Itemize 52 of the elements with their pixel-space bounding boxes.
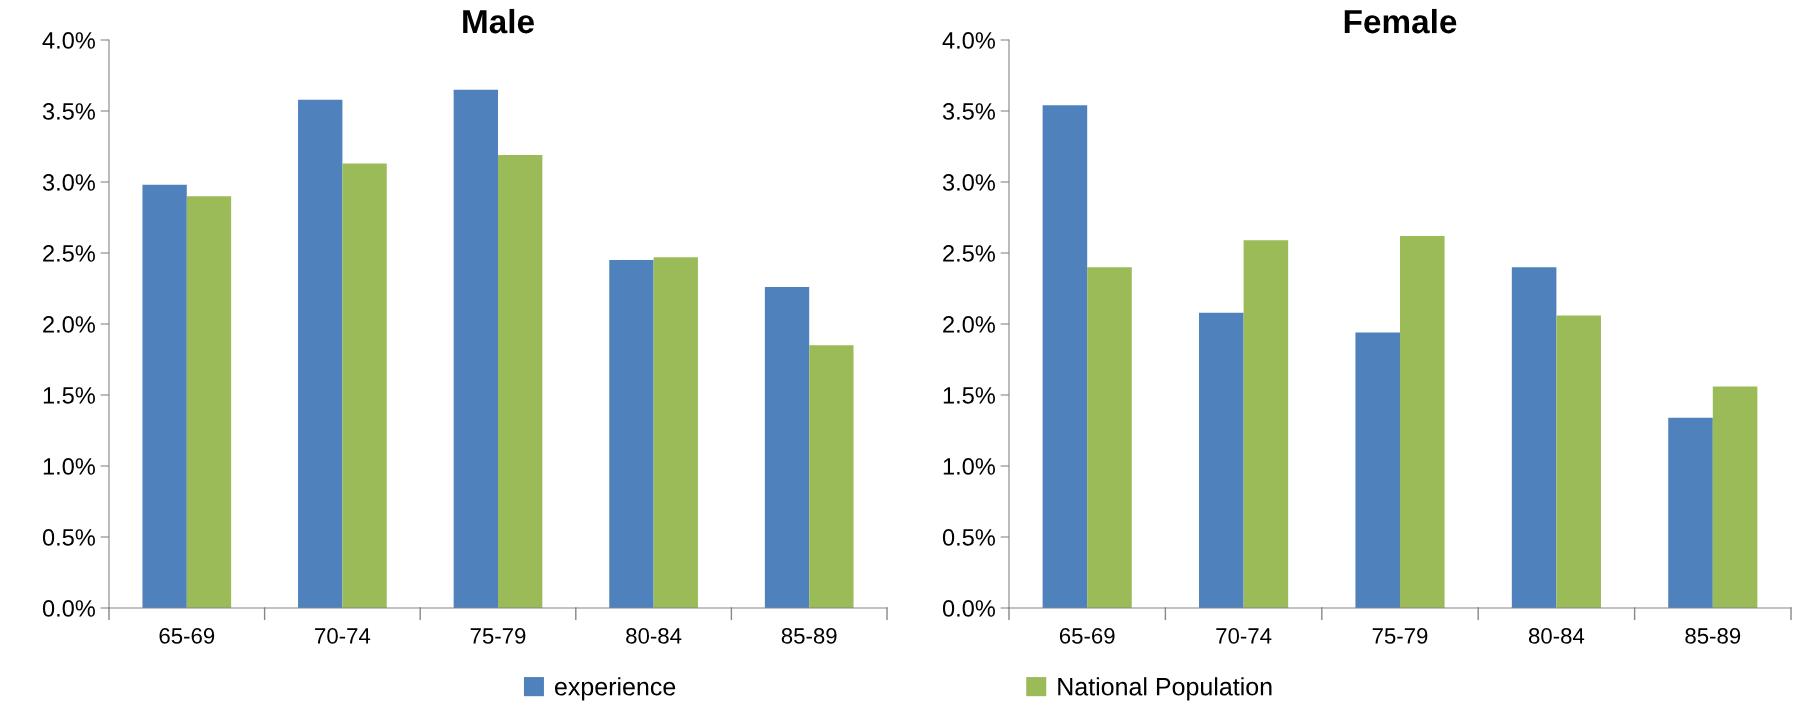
- x-tick-label: 85-89: [781, 628, 837, 644]
- bar: [1556, 315, 1601, 608]
- bar: [1042, 105, 1088, 608]
- y-tick-label: 1.0%: [943, 458, 995, 475]
- y-tick-label: 2.5%: [943, 245, 995, 262]
- x-tick-label: 75-79: [1372, 628, 1428, 644]
- bar: [1400, 235, 1445, 608]
- y-tick-label: 3.5%: [42, 103, 95, 120]
- y-tick-label: 2.0%: [43, 316, 95, 333]
- bar: [1668, 417, 1713, 608]
- bar: [186, 196, 232, 608]
- y-tick-label: 4.0%: [942, 32, 995, 49]
- x-tick-label: 70-74: [1216, 628, 1272, 644]
- y-tick-label: 0.0%: [942, 600, 995, 617]
- x-tick-label: 85-89: [1685, 628, 1741, 644]
- x-tick-label: 75-79: [470, 628, 526, 644]
- bar: [1712, 386, 1758, 608]
- y-tick-label: 0.0%: [42, 600, 95, 617]
- bar: [142, 184, 187, 608]
- y-tick-label: 1.5%: [43, 387, 95, 404]
- bar: [298, 99, 343, 608]
- x-tick-label: 80-84: [1528, 628, 1585, 644]
- chart-title: Female: [1344, 8, 1457, 34]
- legend-label: National Population: [1058, 677, 1272, 701]
- bar: [653, 257, 698, 608]
- y-tick-label: 2.5%: [43, 245, 95, 262]
- bar: [809, 345, 854, 608]
- bar: [453, 89, 498, 608]
- bar: [1243, 240, 1289, 608]
- chart-title: Male: [463, 8, 534, 34]
- y-tick-label: 0.5%: [942, 529, 995, 546]
- y-tick-label: 3.0%: [942, 174, 995, 191]
- bar: [764, 287, 810, 608]
- y-tick-label: 3.5%: [942, 103, 995, 120]
- bar: [498, 155, 543, 608]
- bar: [1199, 312, 1244, 608]
- y-tick-label: 1.0%: [43, 458, 95, 475]
- y-tick-label: 0.5%: [42, 529, 95, 546]
- y-tick-label: 3.0%: [42, 174, 95, 191]
- legend-label: experience: [555, 677, 676, 701]
- x-tick-label: 65-69: [159, 628, 215, 644]
- x-tick-label: 80-84: [626, 628, 682, 644]
- y-tick-label: 4.0%: [42, 32, 95, 49]
- bar: [342, 163, 387, 608]
- x-tick-label: 65-69: [1059, 628, 1115, 644]
- bar: [1511, 267, 1557, 608]
- x-tick-label: 70-74: [315, 628, 371, 644]
- bar: [1087, 267, 1132, 608]
- bar: [609, 260, 654, 608]
- y-tick-label: 2.0%: [943, 316, 995, 333]
- y-tick-label: 1.5%: [943, 387, 995, 404]
- bar: [1355, 332, 1400, 608]
